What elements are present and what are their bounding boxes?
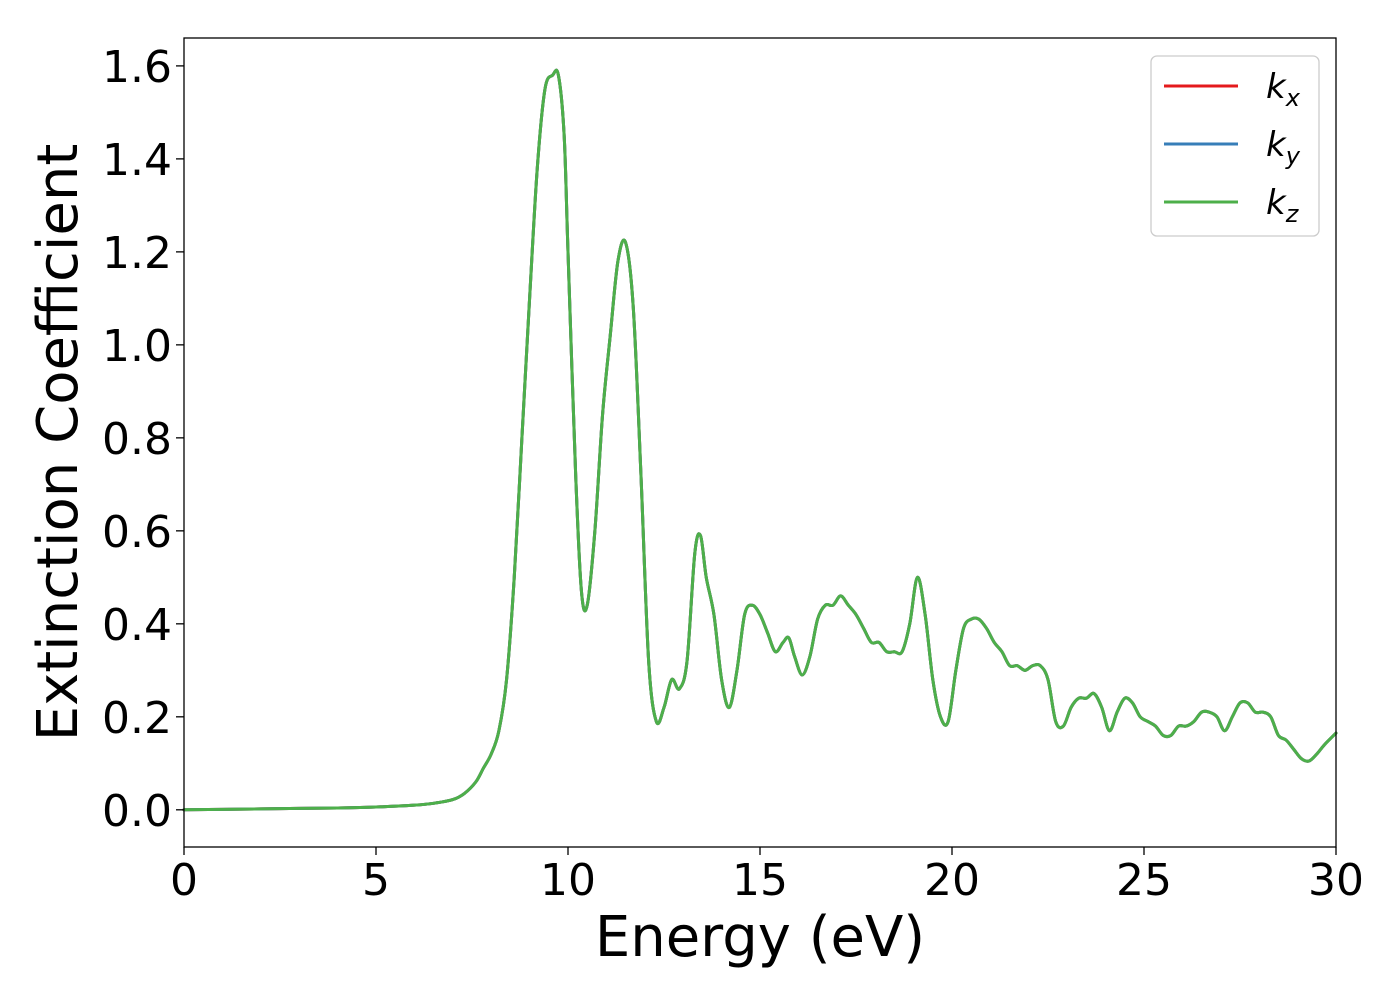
y-tick-label: 0.6 (102, 507, 172, 558)
x-tick-label: 15 (732, 855, 788, 906)
ticks-layer: 0 5 10 15 20 25 30 0.0 0.2 0.4 0.6 0.8 1.0 1.2 1.4 1.6 (102, 42, 1364, 906)
y-axis-title: Extinction Coefficient (26, 144, 91, 742)
x-tick-label: 0 (170, 855, 198, 906)
y-tick-label: 1.6 (102, 42, 172, 93)
legend-label-sub: y (1285, 142, 1301, 170)
legend-label-sub: z (1285, 200, 1300, 228)
y-tick-label: 0.0 (102, 786, 172, 837)
y-tick-label: 1.0 (102, 321, 172, 372)
x-tick-label: 5 (362, 855, 390, 906)
x-tick-label: 30 (1308, 855, 1364, 906)
y-tick-label: 0.2 (102, 693, 172, 744)
y-tick-label: 0.4 (102, 600, 172, 651)
legend-label-kz: kz (1266, 183, 1300, 228)
x-tick-label: 20 (924, 855, 980, 906)
y-tick-label: 1.4 (102, 135, 172, 186)
legend-box (1150, 55, 1320, 237)
legend-label-sub: x (1285, 84, 1301, 112)
legend-label-main: k (1266, 67, 1287, 107)
legend-label-ky: ky (1266, 125, 1301, 170)
legend-label-main: k (1266, 183, 1287, 223)
x-tick-label: 10 (540, 855, 596, 906)
series-layer (182, 68, 1338, 812)
y-tick-label: 0.8 (102, 414, 172, 465)
y-tick-label: 1.2 (102, 228, 172, 279)
legend-label-main: k (1266, 125, 1287, 165)
series-line-k_z (182, 68, 1338, 812)
x-axis-title: Energy (eV) (595, 905, 925, 970)
x-tick-label: 25 (1116, 855, 1172, 906)
legend-label-kx: kx (1266, 67, 1301, 112)
